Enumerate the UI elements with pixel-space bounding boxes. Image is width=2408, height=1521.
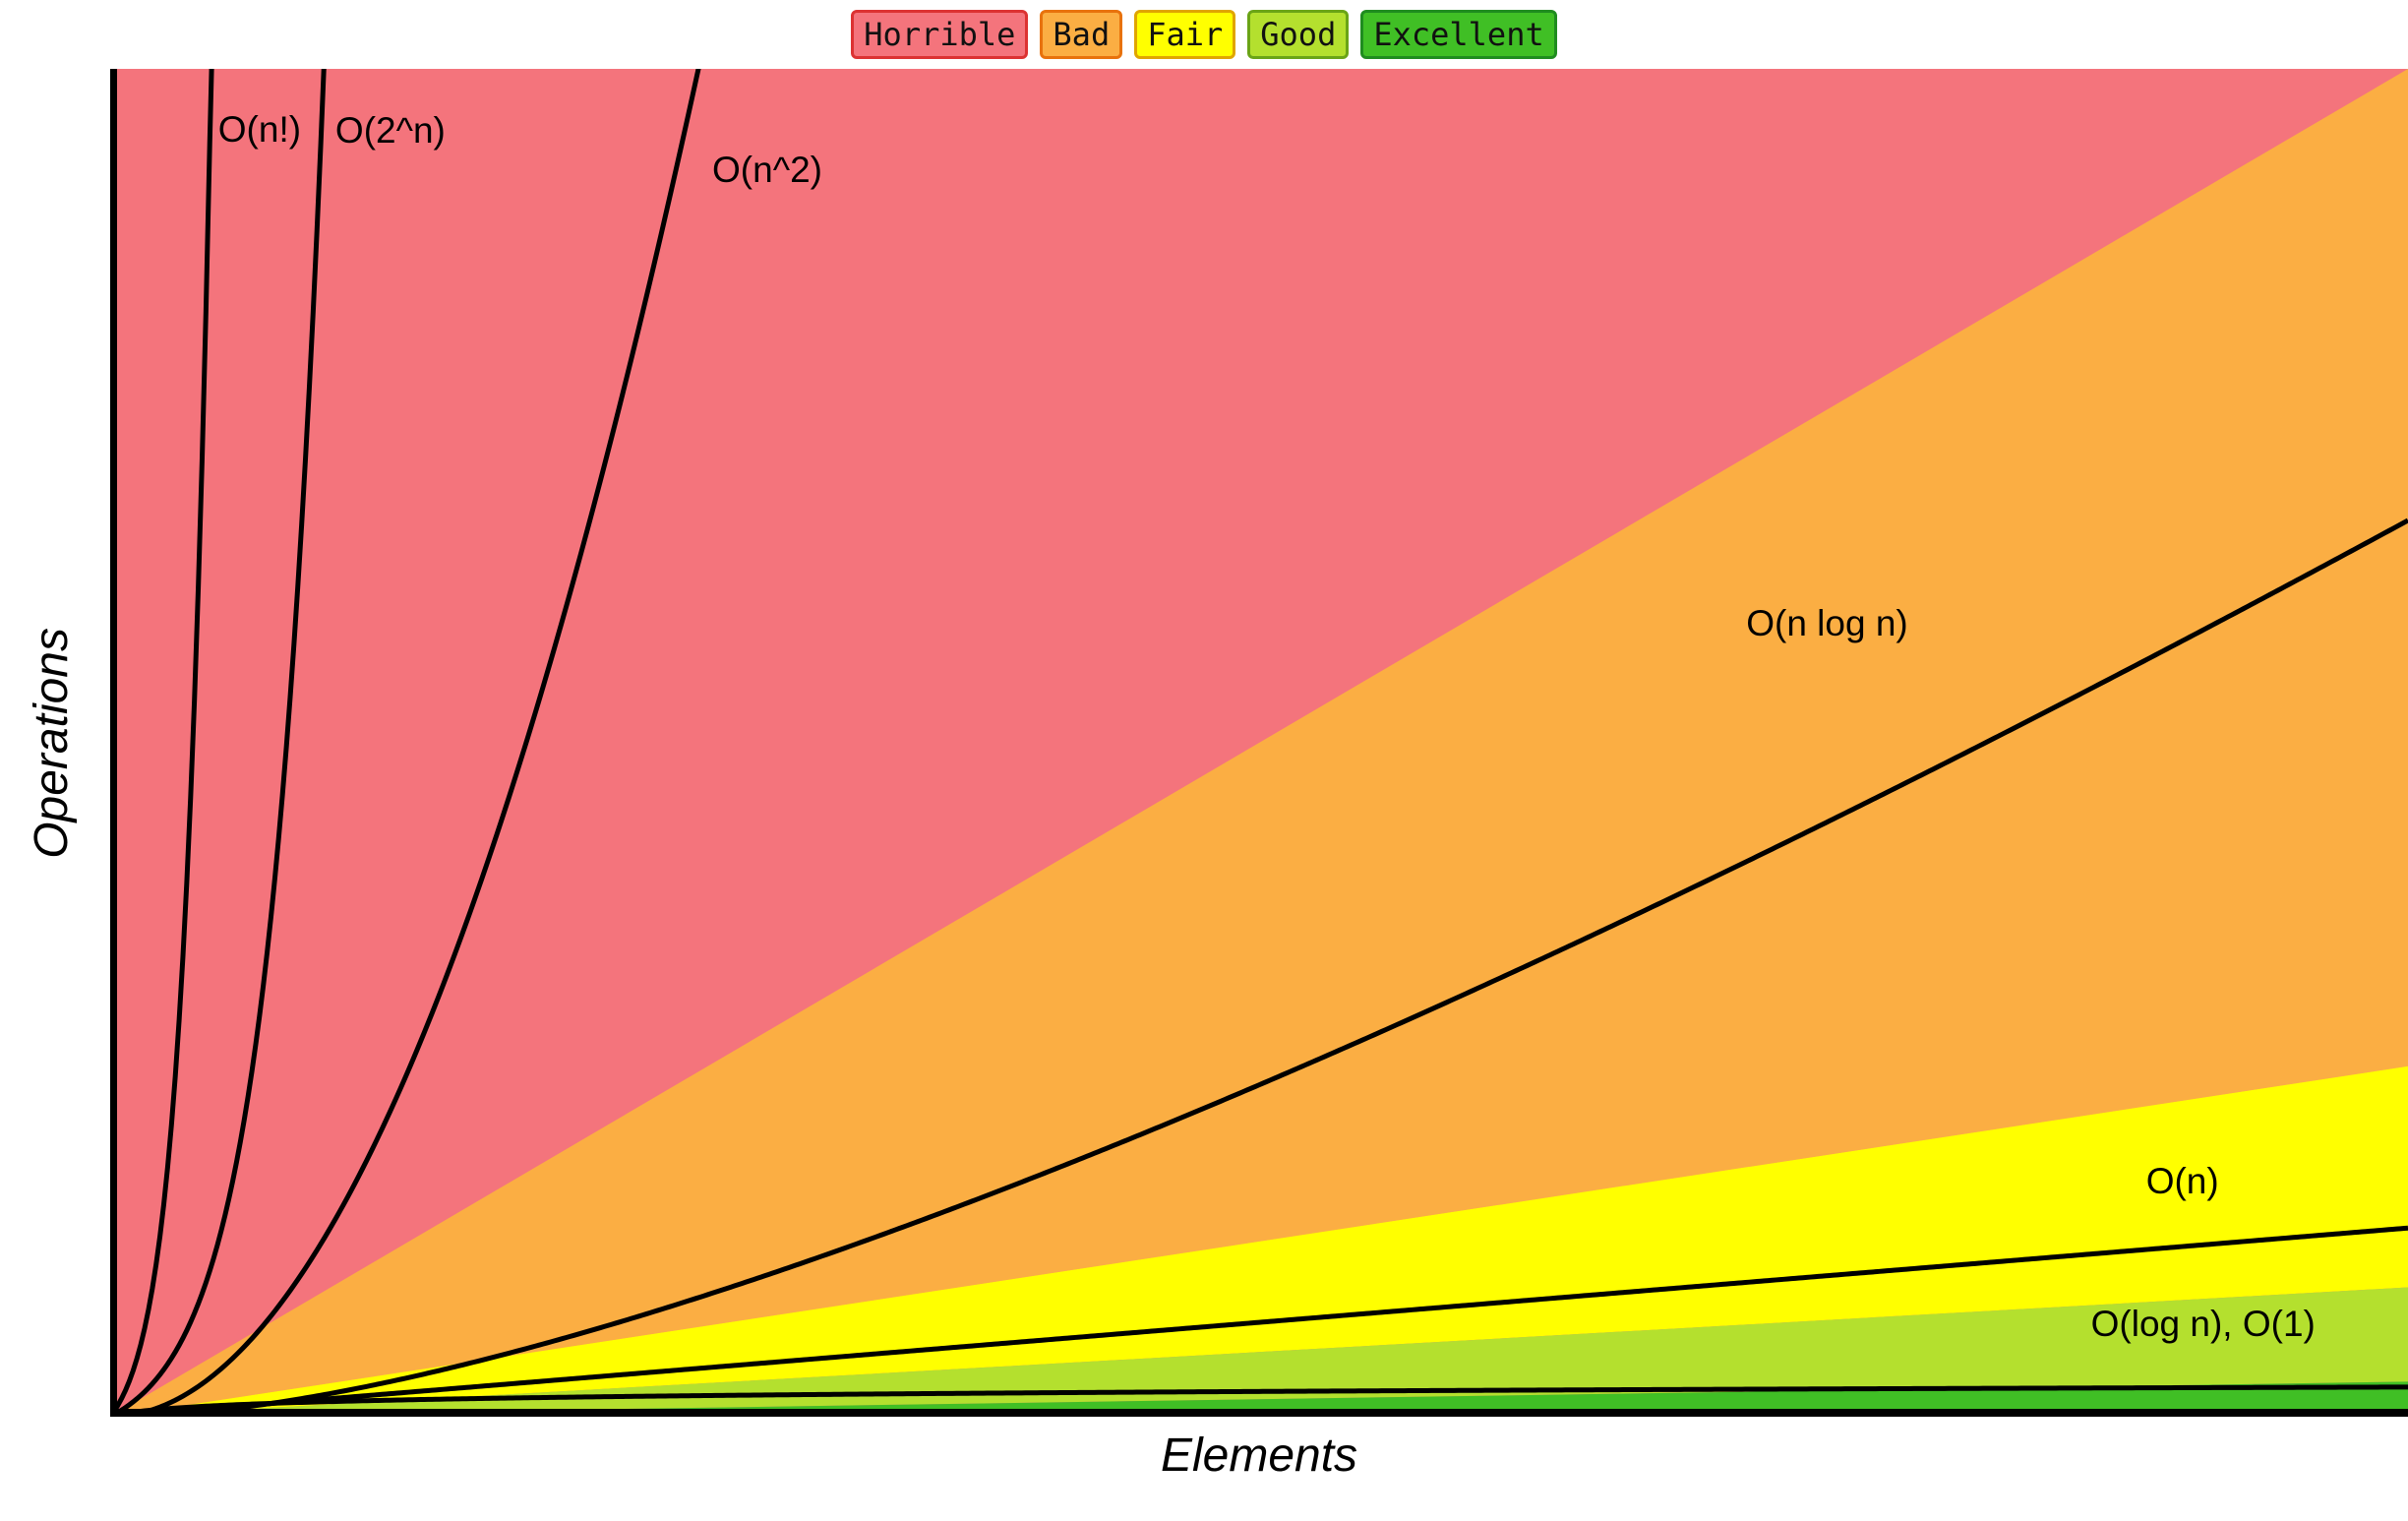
- x-axis-label: Elements: [1160, 1430, 1358, 1482]
- legend-chip-good: Good: [1247, 10, 1350, 60]
- curve-n-log-n: [110, 517, 2408, 1417]
- curve-label-2: O(n^2): [712, 150, 822, 191]
- curve-label-0: O(n!): [217, 109, 302, 151]
- curve-2-pow-n: [110, 69, 327, 1417]
- legend: Horrible Bad Fair Good Excellent: [0, 10, 2408, 60]
- region-good: [110, 1287, 2408, 1417]
- curve-label-3: O(n log n): [1746, 602, 1908, 643]
- curve-label-5: O(log n), O(1): [2090, 1303, 2316, 1344]
- y-axis-label: Operations: [0, 69, 102, 1417]
- curve-label-1: O(2^n): [334, 110, 446, 152]
- y-axis-label-text: Operations: [25, 627, 78, 859]
- region-fair: [110, 1065, 2408, 1417]
- curve-label-4: O(n): [2145, 1160, 2219, 1201]
- legend-chip-horrible: Horrible: [851, 10, 1029, 60]
- region-bad: [110, 69, 2408, 1417]
- legend-chip-excellent: Excellent: [1360, 10, 1557, 60]
- curve-n: [110, 1225, 2408, 1417]
- legend-chip-fair: Fair: [1134, 10, 1236, 60]
- plot-svg: [110, 69, 2408, 1417]
- curve-log-n: [110, 1384, 2408, 1417]
- curve-n-squared: [110, 69, 701, 1417]
- plot-area: O(n!) O(2^n) O(n^2) O(n log n) O(n) O(log n),…: [110, 69, 2408, 1417]
- curve-n-factorial: [110, 69, 214, 1417]
- legend-chip-bad: Bad: [1040, 10, 1123, 60]
